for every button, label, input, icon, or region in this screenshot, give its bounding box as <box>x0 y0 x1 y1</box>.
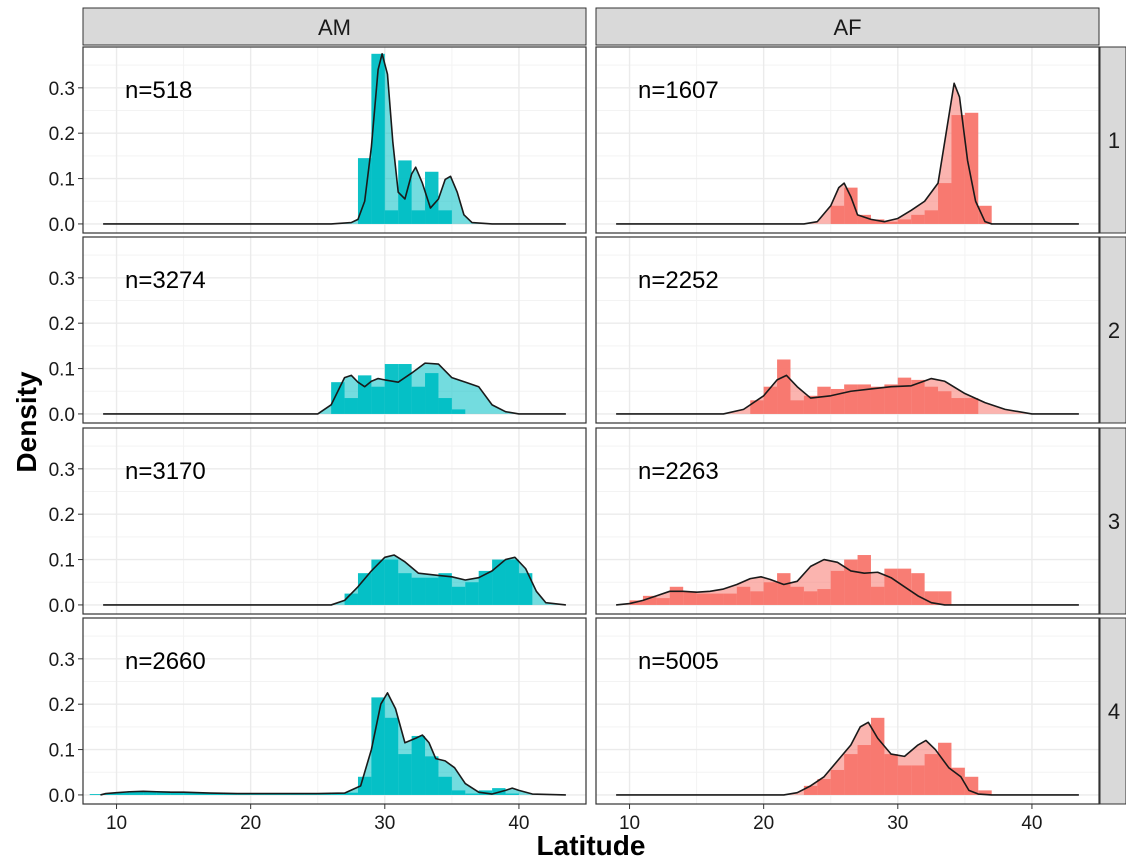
y-tick-label: 0.2 <box>49 505 75 526</box>
sample-size-label: n=2252 <box>638 267 719 294</box>
sample-size-label: n=5005 <box>638 648 719 675</box>
y-tick-label: 0.2 <box>49 314 75 335</box>
density-line <box>103 554 566 606</box>
x-tick-label: 20 <box>240 813 261 834</box>
x-tick-label: 20 <box>753 813 774 834</box>
x-tick-label: 40 <box>1021 813 1042 834</box>
panel-am-2: n=3274 <box>82 236 587 424</box>
sample-size-label: n=2263 <box>638 458 719 485</box>
histogram-bar <box>978 790 992 795</box>
panel-border <box>595 427 1100 615</box>
panel-background <box>83 47 586 233</box>
x-tick-label: 30 <box>887 813 908 834</box>
y-tick-label: 0.3 <box>49 269 75 290</box>
y-tick-label: 0.0 <box>49 215 75 236</box>
sample-size-label: n=3170 <box>125 458 206 485</box>
panel-am-4: n=2660 <box>82 617 587 805</box>
panel-am-1: n=518 <box>82 46 587 234</box>
sample-size-label: n=518 <box>125 77 192 104</box>
histogram-bar <box>938 591 952 605</box>
density-line <box>616 721 1079 796</box>
panel-border <box>82 236 587 424</box>
density-area <box>103 53 566 224</box>
panel-af-1: n=1607 <box>595 46 1100 234</box>
sample-size-label: n=3274 <box>125 267 206 294</box>
density-area <box>103 363 566 414</box>
y-tick-label: 0.0 <box>49 786 75 807</box>
panel-am-3: n=3170 <box>82 427 587 615</box>
density-area <box>100 692 566 795</box>
y-tick-label: 0.0 <box>49 405 75 426</box>
y-tick-label: 0.3 <box>49 460 75 481</box>
y-tick-label: 0.3 <box>49 79 75 100</box>
panel-border <box>82 46 587 234</box>
y-tick-label: 0.0 <box>49 596 75 617</box>
density-line <box>103 362 566 415</box>
x-axis-label: Latitude <box>537 830 646 861</box>
y-tick-label: 0.2 <box>49 124 75 145</box>
density-area <box>616 722 1079 795</box>
panel-border <box>82 427 587 615</box>
y-tick-label: 0.3 <box>49 650 75 671</box>
x-tick-label: 40 <box>508 813 529 834</box>
facet-strip-row-1 <box>1099 46 1126 234</box>
facet-strip-row-2 <box>1099 236 1126 424</box>
density-area <box>103 555 566 605</box>
x-tick-label: 30 <box>374 813 395 834</box>
x-tick-label: 10 <box>619 813 640 834</box>
panel-border <box>595 236 1100 424</box>
density-area <box>616 83 1079 224</box>
panel-border <box>595 46 1100 234</box>
y-tick-label: 0.1 <box>49 170 75 191</box>
density-line <box>616 374 1079 415</box>
facet-strip-label: AF <box>833 15 861 40</box>
histogram-bar <box>89 794 104 795</box>
density-line <box>616 82 1079 225</box>
panel-border <box>595 617 1100 805</box>
y-tick-label: 0.2 <box>49 695 75 716</box>
facet-strip-row-4 <box>1099 617 1126 805</box>
density-line <box>103 53 566 225</box>
panel-af-3: n=2263 <box>595 427 1100 615</box>
facet-strip-label: 2 <box>1108 318 1120 343</box>
facet-strip-label: AM <box>318 15 351 40</box>
sample-size-label: n=1607 <box>638 77 719 104</box>
x-tick-label: 10 <box>106 813 127 834</box>
facet-strip-label: 4 <box>1108 699 1120 724</box>
y-axis-label: Density <box>11 371 42 473</box>
panel-border <box>82 617 587 805</box>
y-tick-label: 0.1 <box>49 551 75 572</box>
sample-size-label: n=2660 <box>125 648 206 675</box>
facet-strip-row-3 <box>1099 427 1126 615</box>
facet-strip-am <box>82 7 587 46</box>
y-tick-label: 0.1 <box>49 741 75 762</box>
density-area <box>616 559 1079 605</box>
density-area <box>616 375 1079 414</box>
panel-af-4: n=5005 <box>595 617 1100 805</box>
panel-af-2: n=2252 <box>595 236 1100 424</box>
y-tick-label: 0.1 <box>49 360 75 381</box>
density-line <box>100 692 566 796</box>
facet-strip-label: 1 <box>1108 128 1120 153</box>
panel-background <box>83 618 586 804</box>
facet-strip-af <box>595 7 1100 46</box>
density-line <box>616 558 1079 606</box>
facet-strip-label: 3 <box>1108 509 1120 534</box>
